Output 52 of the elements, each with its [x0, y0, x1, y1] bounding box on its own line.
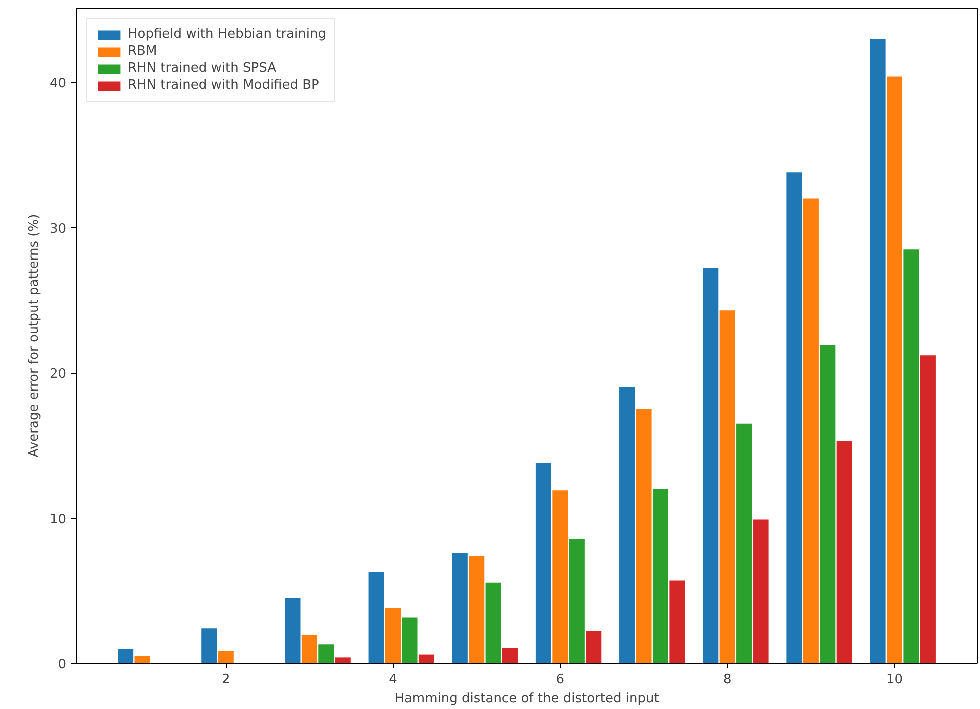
bar [736, 424, 752, 664]
bar [836, 441, 852, 664]
x-tick-label: 4 [389, 672, 398, 688]
bar [904, 250, 920, 664]
bar [134, 656, 150, 664]
bar [803, 198, 819, 664]
y-tick-label: 30 [50, 222, 67, 237]
bar [786, 172, 802, 664]
y-tick-label: 40 [50, 76, 67, 92]
bar [620, 388, 636, 664]
bar [452, 553, 468, 664]
bar [469, 556, 485, 664]
bar [569, 539, 585, 664]
bar [218, 651, 234, 664]
bar [486, 582, 502, 664]
legend-label: RHN trained with SPSA [128, 61, 276, 76]
legend-label: Hopfield with Hebbian training [128, 27, 326, 42]
bar [703, 268, 719, 664]
bar [636, 409, 652, 664]
bar [820, 345, 836, 664]
bar [386, 608, 402, 664]
bar [502, 648, 518, 664]
x-tick-label: 2 [222, 672, 230, 688]
bar [720, 310, 736, 664]
legend-label: RHN trained with Modified BP [128, 78, 320, 93]
bar [920, 356, 936, 664]
bar [536, 463, 552, 664]
x-tick-label: 6 [556, 672, 565, 688]
bar [886, 76, 903, 664]
bar [586, 632, 602, 664]
bar [202, 628, 218, 664]
y-tick-label: 10 [50, 512, 67, 528]
bar [870, 39, 886, 664]
x-axis-title: Hamming distance of the distorted input [394, 692, 660, 706]
bar [118, 648, 134, 664]
bar [753, 520, 769, 664]
bar [552, 490, 568, 664]
bar [368, 572, 384, 664]
bar [670, 580, 686, 664]
x-tick-label: 8 [723, 672, 732, 688]
bar [318, 644, 334, 664]
bar [652, 489, 668, 664]
x-tick-label: 10 [886, 672, 904, 688]
bar [335, 658, 351, 664]
y-axis-title: Average error for output patterns (%) [26, 214, 42, 458]
bar [285, 598, 301, 664]
y-tick-label: 0 [58, 658, 67, 672]
bar [402, 618, 418, 664]
bar [418, 654, 434, 664]
y-tick-label: 20 [50, 367, 67, 382]
legend-label: RBM [128, 44, 158, 59]
bar [302, 635, 318, 664]
